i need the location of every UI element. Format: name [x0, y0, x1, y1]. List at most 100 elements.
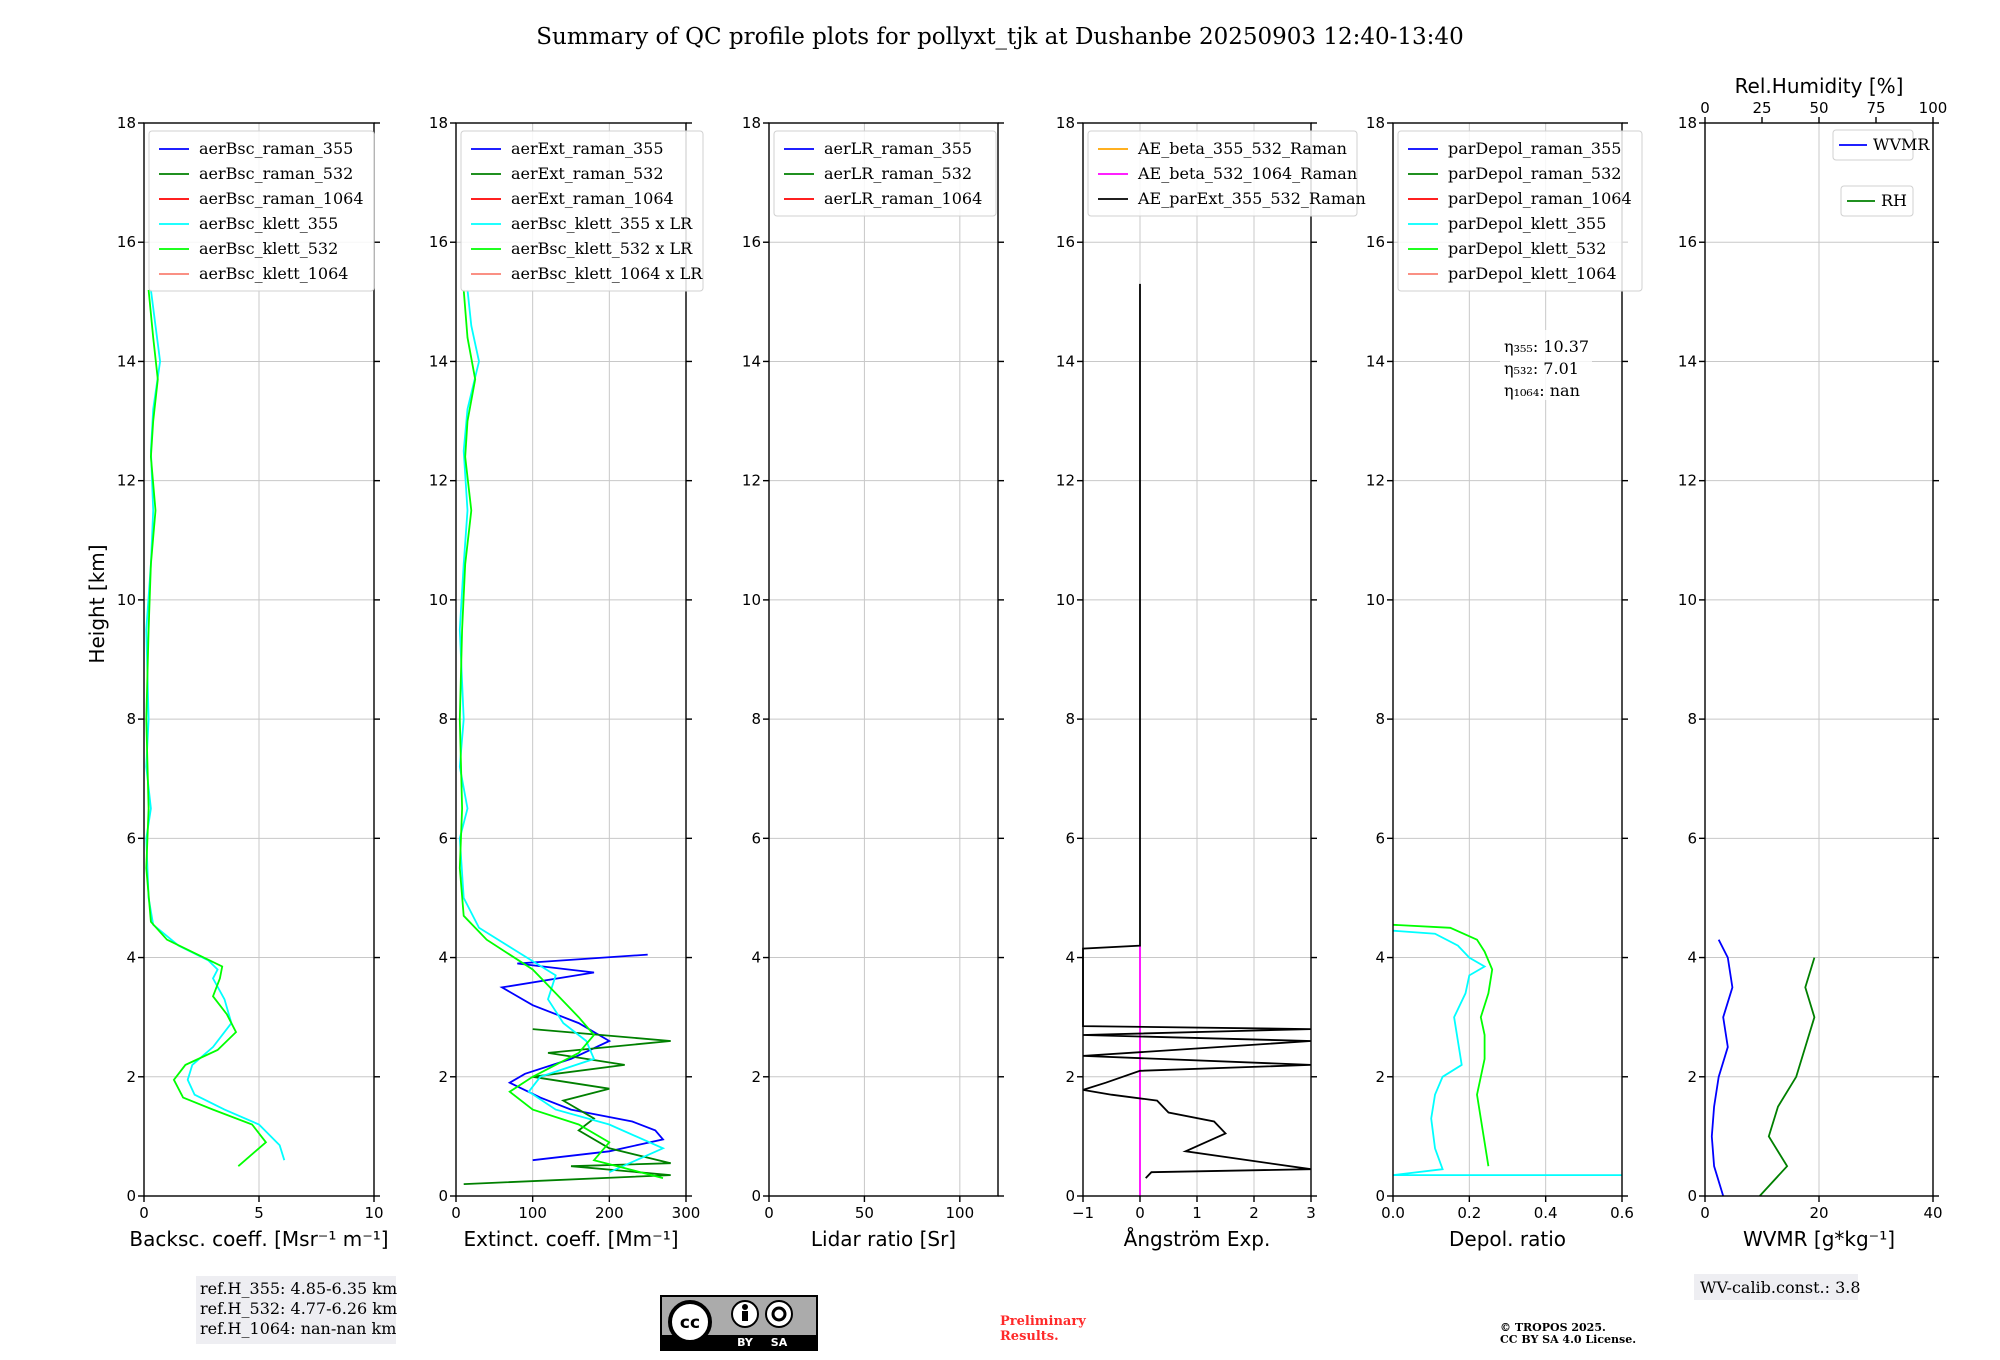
y-tick-label: 12	[742, 472, 761, 490]
x-axis-label: Depol. ratio	[1449, 1227, 1566, 1251]
legend-entry: aerLR_raman_532	[824, 164, 972, 183]
cc-icon	[668, 1300, 712, 1344]
x-tick-label: 0	[764, 1204, 774, 1222]
x-tick-label: 50	[855, 1204, 874, 1222]
sa-icon	[765, 1300, 793, 1328]
y-tick-label: 0	[751, 1187, 761, 1205]
y-tick-label: 10	[1366, 591, 1385, 609]
legend-entry: aerBsc_klett_355 x LR	[511, 214, 693, 233]
x-tick-label: 0	[1135, 1204, 1145, 1222]
series-line-aerBsc_klett_355	[145, 289, 286, 1161]
y-tick-label: 0	[126, 1187, 136, 1205]
legend-entry: aerBsc_raman_1064	[199, 189, 364, 208]
series-line-aerBsc_klett_532	[145, 289, 268, 1167]
y-tick-label: 8	[438, 710, 448, 728]
series-line-aerExt_raman_355	[499, 953, 665, 1162]
top-x-tick-label: 0	[1700, 99, 1710, 117]
series-line-RH	[1759, 957, 1816, 1197]
legend-entry: parDepol_klett_1064	[1448, 264, 1617, 283]
x-tick-label: 200	[595, 1204, 624, 1222]
legend-entry: parDepol_raman_532	[1448, 164, 1621, 183]
wv-calib-const: WV-calib.const.: 3.8	[1700, 1278, 1861, 1297]
legend-entry: aerBsc_klett_355	[199, 214, 338, 233]
y-tick-label: 18	[1056, 114, 1075, 132]
series-line-WVMR	[1710, 939, 1734, 1197]
legend-entry: WVMR	[1873, 135, 1930, 154]
x-axis-label: Ångström Exp.	[1124, 1227, 1271, 1251]
x-tick-label: 10	[364, 1204, 383, 1222]
y-tick-label: 10	[1056, 591, 1075, 609]
x-axis-label: WVMR [g*kg⁻¹]	[1743, 1227, 1895, 1251]
y-tick-label: 18	[742, 114, 761, 132]
y-tick-label: 0	[1065, 1187, 1075, 1205]
y-tick-label: 10	[742, 591, 761, 609]
x-tick-label: 0.0	[1381, 1204, 1405, 1222]
y-axis-label: Height [km]	[85, 544, 109, 663]
y-tick-label: 6	[751, 829, 761, 847]
y-tick-label: 4	[1375, 949, 1385, 967]
ref-height-355: ref.H_355: 4.85-6.35 km	[200, 1279, 397, 1298]
y-tick-label: 14	[117, 352, 136, 370]
y-tick-label: 18	[117, 114, 136, 132]
y-tick-label: 4	[438, 949, 448, 967]
x-tick-label: 20	[1809, 1204, 1828, 1222]
series-line-parDepol_klett_532	[1392, 923, 1494, 1167]
y-tick-label: 4	[126, 949, 136, 967]
y-tick-label: 2	[438, 1068, 448, 1086]
y-tick-label: 12	[429, 472, 448, 490]
axes-frame	[768, 122, 999, 1197]
x-axis-label: Lidar ratio [Sr]	[811, 1227, 956, 1251]
x-tick-label: 100	[946, 1204, 975, 1222]
x-tick-label: −1	[1072, 1204, 1094, 1222]
y-tick-label: 10	[117, 591, 136, 609]
legend: AE_beta_355_532_Raman AE_beta_532_1064_Ra…	[1087, 130, 1366, 217]
y-tick-label: 12	[1366, 472, 1385, 490]
top-x-axis-label: Rel.Humidity [%]	[1735, 74, 1904, 98]
y-tick-label: 4	[1065, 949, 1075, 967]
x-tick-label: 0	[1700, 1204, 1710, 1222]
legend-entry: AE_parExt_355_532_Raman	[1137, 189, 1366, 208]
legend-entry: aerBsc_klett_1064 x LR	[511, 264, 703, 283]
legend-entry: aerBsc_klett_532	[199, 239, 338, 258]
series-line-aerExt_raman_532	[463, 1028, 671, 1185]
top-x-tick-label: 50	[1809, 99, 1828, 117]
legend-entry: AE_beta_355_532_Raman	[1137, 139, 1347, 158]
y-tick-label: 8	[1375, 710, 1385, 728]
cc-by-sa-badge[interactable]: cc BY SA	[660, 1295, 818, 1351]
y-tick-label: 12	[117, 472, 136, 490]
panel-lidar-ratio: 0 2 4 6 8 10 12 14 16 18 0 50 100 Lidar ratio [Sr] aer…	[742, 114, 1004, 1251]
legend-entry: aerLR_raman_355	[824, 139, 972, 158]
eta-value: η₅₃₂: 7.01	[1504, 359, 1579, 378]
y-tick-label: 14	[1056, 352, 1075, 370]
legend-entry: aerBsc_klett_532 x LR	[511, 239, 693, 258]
legend-entry: aerBsc_raman_532	[199, 164, 353, 183]
legend-entry: parDepol_raman_355	[1448, 139, 1621, 158]
y-tick-label: 0	[438, 1187, 448, 1205]
axes-frame	[1392, 122, 1623, 1197]
ref-height-532: ref.H_532: 4.77-6.26 km	[200, 1299, 397, 1318]
y-tick-label: 14	[429, 352, 448, 370]
y-tick-label: 16	[1056, 233, 1075, 251]
legend: aerExt_raman_355 aerExt_raman_532 aerExt_r…	[460, 130, 704, 292]
series-line-AE_parExt_355_532_Raman	[1082, 283, 1312, 1179]
y-tick-label: 6	[126, 829, 136, 847]
y-tick-label: 16	[429, 233, 448, 251]
legend-entry: aerBsc_klett_1064	[199, 264, 348, 283]
legend-entry: aerLR_raman_1064	[824, 189, 982, 208]
copyright-line-1: © TROPOS 2025.	[1500, 1321, 1606, 1334]
y-tick-label: 0	[1687, 1187, 1697, 1205]
series-line-aerBsc_klett_355 x LR	[458, 289, 666, 1174]
legend: aerBsc_raman_355 aerBsc_raman_532 aerBsc_r…	[148, 130, 375, 292]
y-tick-label: 18	[429, 114, 448, 132]
y-tick-label: 14	[1678, 352, 1697, 370]
panel-backscatter: 0 2 4 6 8 10 12 14 16 18 0 5 10 Backsc. coeff. [Msr⁻¹…	[117, 114, 389, 1251]
series-line-parDepol_klett_355	[1392, 929, 1622, 1176]
legend-entry: aerExt_raman_355	[511, 139, 664, 158]
figure-title: Summary of QC profile plots for pollyxt_…	[536, 24, 1463, 50]
y-tick-label: 2	[126, 1068, 136, 1086]
x-tick-label: 5	[254, 1204, 264, 1222]
y-tick-label: 6	[1375, 829, 1385, 847]
y-tick-label: 8	[1065, 710, 1075, 728]
y-tick-label: 14	[1366, 352, 1385, 370]
